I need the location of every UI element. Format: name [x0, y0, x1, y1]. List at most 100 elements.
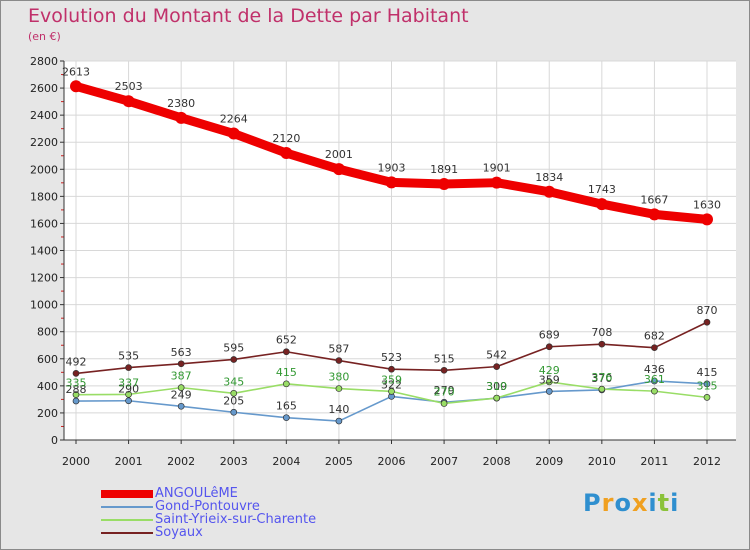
data-label: 376 — [591, 371, 612, 384]
data-label: 595 — [223, 341, 244, 354]
data-point — [545, 343, 553, 351]
data-label: 309 — [486, 380, 507, 393]
data-label: 708 — [591, 326, 612, 339]
y-tick-label: 600 — [37, 353, 58, 366]
data-label: 492 — [66, 355, 87, 368]
data-label: 587 — [328, 343, 349, 356]
data-label: 870 — [697, 304, 718, 317]
x-tick-label: 2005 — [325, 455, 353, 468]
chart-subtitle: (en €) — [28, 30, 61, 43]
logo-letter: x — [631, 489, 649, 517]
data-label: 270 — [434, 385, 455, 398]
data-label: 165 — [276, 400, 297, 413]
data-point — [385, 176, 398, 189]
data-point — [125, 397, 132, 405]
x-tick-label: 2002 — [167, 455, 195, 468]
data-point — [70, 80, 82, 93]
logo-letter: o — [614, 489, 632, 517]
proxiti-logo: Proxiti — [583, 489, 679, 517]
legend-swatch — [101, 531, 153, 534]
data-point — [543, 185, 556, 198]
data-label: 387 — [171, 370, 192, 383]
data-label: 2503 — [115, 80, 143, 93]
data-point — [595, 198, 608, 211]
data-point — [282, 348, 290, 356]
data-point — [493, 394, 501, 402]
data-label: 322 — [381, 378, 402, 391]
data-point — [280, 147, 293, 160]
y-tick-label: 1200 — [30, 272, 58, 285]
data-point — [388, 388, 395, 395]
y-tick-label: 1400 — [30, 245, 58, 258]
chart-title: Evolution du Montant de la Dette par Hab… — [28, 5, 469, 27]
data-point — [177, 360, 185, 368]
data-label: 689 — [539, 329, 560, 342]
logo-letter: i — [648, 489, 658, 517]
data-point — [651, 344, 658, 352]
data-label: 2001 — [325, 148, 353, 161]
x-tick-label: 2012 — [693, 455, 721, 468]
data-point — [703, 394, 711, 401]
data-point — [388, 365, 395, 373]
legend-item: ANGOULêME — [101, 487, 316, 500]
x-tick-label: 2011 — [640, 455, 668, 468]
data-point — [125, 364, 132, 371]
data-label: 361 — [644, 373, 665, 386]
data-label: 563 — [171, 346, 192, 359]
data-point — [72, 397, 80, 405]
data-label: 1630 — [693, 198, 721, 211]
data-label: 2613 — [62, 65, 90, 78]
data-label: 345 — [223, 375, 244, 388]
y-tick-label: 2800 — [30, 55, 58, 68]
data-label: 279 — [434, 384, 455, 397]
data-label: 415 — [697, 366, 718, 379]
data-label: 542 — [486, 349, 507, 362]
data-point — [335, 385, 343, 392]
data-point — [701, 213, 713, 226]
legend-label: ANGOULêME — [155, 486, 238, 501]
x-tick-label: 2004 — [272, 455, 300, 468]
data-label: 315 — [697, 379, 718, 392]
data-point — [282, 380, 290, 388]
data-point — [438, 178, 451, 191]
legend-label: Saint-Yrieix-sur-Charente — [155, 512, 317, 527]
data-label: 359 — [381, 373, 402, 386]
legend-item: Saint-Yrieix-sur-Charente — [101, 513, 316, 526]
data-label: 335 — [66, 377, 87, 390]
data-point — [335, 417, 343, 425]
data-point — [125, 391, 132, 398]
data-point — [440, 400, 448, 407]
y-tick-label: 200 — [37, 407, 58, 420]
y-tick-label: 0 — [51, 434, 58, 447]
data-point — [545, 378, 553, 386]
chart-legend: ANGOULêME Gond-Pontouvre Saint-Yrieix-sur-… — [101, 487, 316, 539]
legend-label: Gond-Pontouvre — [155, 499, 260, 514]
data-label: 415 — [276, 366, 297, 379]
data-label: 515 — [434, 352, 455, 365]
data-label: 310 — [486, 380, 507, 393]
data-point — [598, 385, 606, 393]
data-label: 290 — [118, 383, 139, 396]
legend-item: Gond-Pontouvre — [101, 500, 316, 513]
data-point — [227, 127, 240, 140]
x-tick-label: 2000 — [62, 455, 90, 468]
y-tick-label: 400 — [37, 380, 58, 393]
data-label: 288 — [66, 383, 87, 396]
data-label: 370 — [591, 372, 612, 385]
data-point — [440, 366, 448, 374]
data-label: 359 — [539, 373, 560, 386]
legend-label: Soyaux — [155, 525, 203, 540]
data-point — [230, 408, 238, 416]
data-point — [177, 402, 185, 410]
data-point — [230, 356, 238, 363]
y-tick-label: 2600 — [30, 82, 58, 95]
data-label: 1667 — [640, 193, 668, 206]
x-tick-label: 2006 — [378, 455, 406, 468]
data-point — [72, 370, 80, 377]
data-point — [490, 176, 503, 189]
logo-letter: P — [583, 489, 602, 517]
data-label: 1891 — [430, 163, 458, 176]
data-label: 652 — [276, 334, 297, 347]
